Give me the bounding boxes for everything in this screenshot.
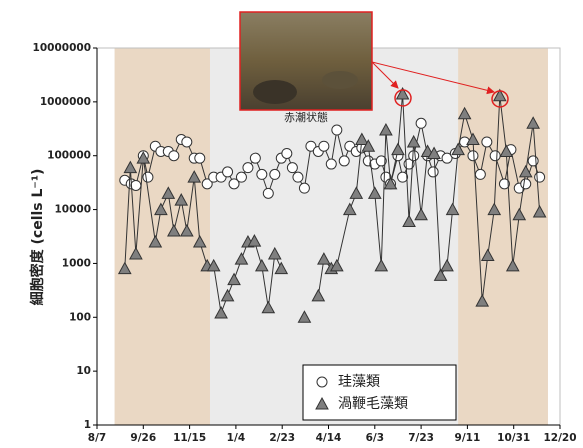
point <box>243 163 253 173</box>
point <box>398 172 408 182</box>
y-axis-label: 細胞密度 (cells L⁻¹) <box>29 169 46 306</box>
point <box>468 151 478 161</box>
point <box>535 172 545 182</box>
point <box>169 151 179 161</box>
point <box>287 163 297 173</box>
photo-rock <box>322 71 358 89</box>
x-tick-label: 10/31 <box>497 432 530 444</box>
point <box>131 180 141 190</box>
point <box>299 183 309 193</box>
annotation: 赤潮状態 <box>284 110 328 124</box>
x-tick-label: 7/23 <box>408 432 434 444</box>
x-tick-label: 6/3 <box>366 432 384 444</box>
x-tick-label: 1/4 <box>227 432 245 444</box>
point <box>490 151 500 161</box>
x-tick-label: 8/7 <box>88 432 106 444</box>
point <box>293 172 303 182</box>
point <box>339 156 349 166</box>
legend-label: 渦鞭毛藻類 <box>338 396 408 412</box>
x-tick-label: 11/15 <box>173 432 206 444</box>
point <box>257 169 267 179</box>
point <box>250 153 260 163</box>
x-tick-label: 9/26 <box>130 432 156 444</box>
x-tick-label: 2/23 <box>269 432 295 444</box>
x-tick-label: 9/11 <box>455 432 481 444</box>
y-tick-label: 10000 <box>54 204 91 216</box>
y-tick-label: 10 <box>76 365 91 377</box>
period-band <box>458 48 548 425</box>
point <box>482 137 492 147</box>
point <box>409 151 419 161</box>
chart: 1 10 100 1000 10000 100000 1000000 10000000 8/7 9… <box>0 0 583 448</box>
point <box>270 169 280 179</box>
point <box>195 153 205 163</box>
y-tick-label: 100 <box>69 311 91 323</box>
point <box>428 167 438 177</box>
point <box>263 188 273 198</box>
point <box>282 148 292 158</box>
point <box>236 172 246 182</box>
point <box>223 167 233 177</box>
point <box>319 141 329 151</box>
point <box>332 125 342 135</box>
photo-rock <box>253 80 297 104</box>
point <box>182 137 192 147</box>
x-tick-label: 12/20 <box>543 432 576 444</box>
x-tick-label: 4/14 <box>316 432 342 444</box>
legend-label: 珪藻類 <box>338 374 380 390</box>
point <box>326 159 336 169</box>
y-tick-label: 100000 <box>47 150 91 162</box>
legend-marker <box>317 377 327 387</box>
y-tick-label: 1000 <box>62 257 91 269</box>
point <box>416 118 426 128</box>
period-band <box>115 48 210 425</box>
page: 1 10 100 1000 10000 100000 1000000 10000000 8/7 9… <box>0 0 583 448</box>
point <box>475 169 485 179</box>
legend: 珪藻類渦鞭毛藻類 <box>303 365 456 420</box>
point <box>521 179 531 189</box>
y-tick-label: 1000000 <box>40 96 91 108</box>
y-tick-label: 1 <box>84 419 91 431</box>
y-tick-label: 10000000 <box>33 42 91 54</box>
point <box>143 172 153 182</box>
